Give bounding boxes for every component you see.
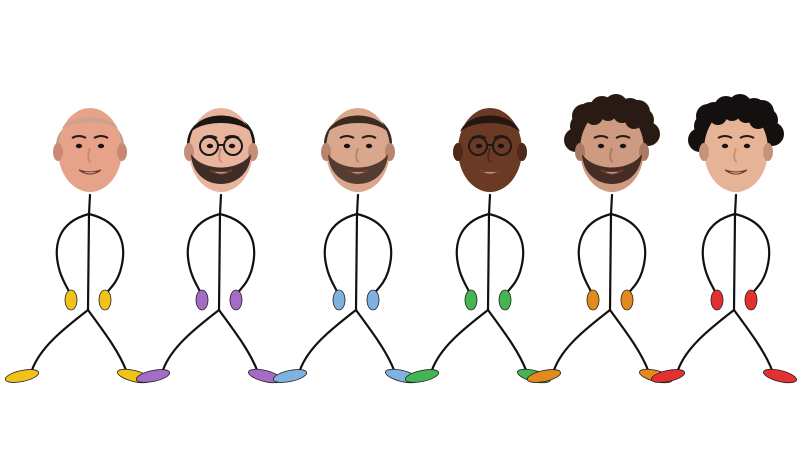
torso-line <box>608 193 614 312</box>
right-arm-line <box>355 212 393 296</box>
figure-1 <box>4 108 151 384</box>
smile <box>78 169 102 175</box>
beard <box>582 154 642 184</box>
right-leg-line <box>608 308 650 372</box>
right-leg-line <box>732 308 774 372</box>
right-arm-line <box>87 212 125 296</box>
beard <box>191 154 251 184</box>
face-photo <box>564 94 660 192</box>
left-hand <box>195 289 209 311</box>
left-leg-line <box>552 308 612 372</box>
left-foot <box>272 369 308 383</box>
figure-2 <box>135 108 282 384</box>
left-foot <box>404 369 440 383</box>
left-hand <box>64 289 78 311</box>
left-hand <box>464 289 478 311</box>
right-leg-line <box>486 308 528 372</box>
beard <box>328 154 388 184</box>
stick-body <box>430 193 528 372</box>
face-photo <box>321 108 395 192</box>
right-leg-line <box>354 308 396 372</box>
figure-6 <box>650 94 797 384</box>
torso-line <box>217 193 223 312</box>
left-hand <box>332 289 346 311</box>
glasses-icon <box>199 136 243 156</box>
torso-line <box>86 193 92 312</box>
figure-4 <box>404 108 551 384</box>
face-photo <box>184 108 258 192</box>
right-arm-line <box>487 212 525 296</box>
left-arm-line <box>577 212 613 296</box>
left-arm-line <box>323 212 359 296</box>
left-leg-line <box>430 308 490 372</box>
torso-line <box>354 193 360 312</box>
left-arm-line <box>701 212 737 296</box>
stick-body <box>30 193 128 372</box>
smile <box>600 169 624 175</box>
smile <box>724 169 748 175</box>
right-leg-line <box>217 308 259 372</box>
smile <box>209 169 233 175</box>
left-arm-line <box>455 212 491 296</box>
stick-body <box>676 193 774 372</box>
right-hand <box>620 289 634 311</box>
left-arm-line <box>186 212 222 296</box>
face-photo <box>688 94 784 192</box>
right-arm-line <box>218 212 256 296</box>
left-arm-line <box>55 212 91 296</box>
glasses-icon <box>468 136 512 156</box>
right-hand <box>229 289 243 311</box>
right-hand <box>498 289 512 311</box>
stick-body <box>552 193 650 372</box>
torso-line <box>732 193 738 312</box>
left-foot <box>650 369 686 383</box>
right-arm-line <box>733 212 771 296</box>
right-hand <box>744 289 758 311</box>
right-leg-line <box>86 308 128 372</box>
left-foot <box>526 369 562 383</box>
left-foot <box>4 369 40 383</box>
left-leg-line <box>161 308 221 372</box>
smile <box>346 169 370 175</box>
left-leg-line <box>30 308 90 372</box>
right-hand <box>98 289 112 311</box>
right-foot <box>763 368 797 384</box>
left-leg-line <box>298 308 358 372</box>
stick-body <box>298 193 396 372</box>
figure-5 <box>526 94 673 384</box>
stick-body <box>161 193 259 372</box>
face-photo <box>453 108 527 192</box>
left-hand <box>586 289 600 311</box>
left-leg-line <box>676 308 736 372</box>
figure-3 <box>272 108 419 384</box>
left-hand <box>710 289 724 311</box>
torso-line <box>486 193 492 312</box>
smile <box>478 169 502 175</box>
right-arm-line <box>609 212 647 296</box>
face-photo <box>53 108 127 192</box>
right-hand <box>366 289 380 311</box>
left-foot <box>135 369 171 383</box>
